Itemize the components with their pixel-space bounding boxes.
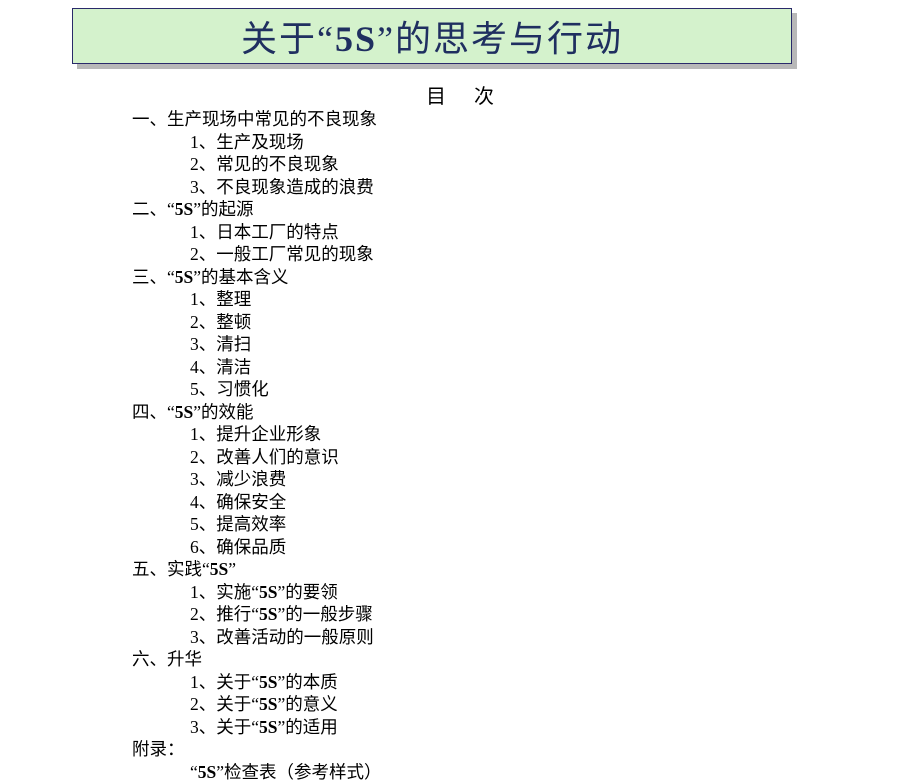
section-head: 二、“5S”的起源: [132, 198, 382, 221]
toc-item: 2、改善人们的意识: [132, 446, 382, 469]
toc-item: 3、改善活动的一般原则: [132, 626, 382, 649]
appendix-head: 附录：: [132, 738, 382, 761]
section-head: 三、“5S”的基本含义: [132, 266, 382, 289]
toc-item: 1、提升企业形象: [132, 423, 382, 446]
section-head: 四、“5S”的效能: [132, 401, 382, 424]
toc-item: 3、不良现象造成的浪费: [132, 176, 382, 199]
toc-item: 1、实施“5S”的要领: [132, 581, 382, 604]
appendix-item: “5S”检查表（参考样式）: [132, 761, 382, 783]
toc-item: 2、整顿: [132, 311, 382, 334]
toc-item: 2、推行“5S”的一般步骤: [132, 603, 382, 626]
toc-item: 1、生产及现场: [132, 131, 382, 154]
toc-item: 5、提高效率: [132, 513, 382, 536]
toc-item: 3、关于“5S”的适用: [132, 716, 382, 739]
toc-item: 2、常见的不良现象: [132, 153, 382, 176]
toc-item: 3、减少浪费: [132, 468, 382, 491]
section-head: 五、实践“5S”: [132, 558, 382, 581]
page-title: 关于“5S”的思考与行动: [241, 10, 623, 62]
toc-item: 4、清洁: [132, 356, 382, 379]
toc-item: 4、确保安全: [132, 491, 382, 514]
section-head: 一、生产现场中常见的不良现象: [132, 108, 382, 131]
section-head: 六、升华: [132, 648, 382, 671]
toc-item: 3、清扫: [132, 333, 382, 356]
toc-content: 一、生产现场中常见的不良现象 1、生产及现场 2、常见的不良现象 3、不良现象造…: [132, 108, 382, 783]
toc-item: 6、确保品质: [132, 536, 382, 559]
toc-item: 1、日本工厂的特点: [132, 221, 382, 244]
title-box: 关于“5S”的思考与行动: [72, 8, 792, 64]
toc-item: 5、习惯化: [132, 378, 382, 401]
toc-item: 2、一般工厂常见的现象: [132, 243, 382, 266]
toc-item: 1、整理: [132, 288, 382, 311]
toc-item: 2、关于“5S”的意义: [132, 693, 382, 716]
subtitle: 目次: [0, 80, 920, 109]
